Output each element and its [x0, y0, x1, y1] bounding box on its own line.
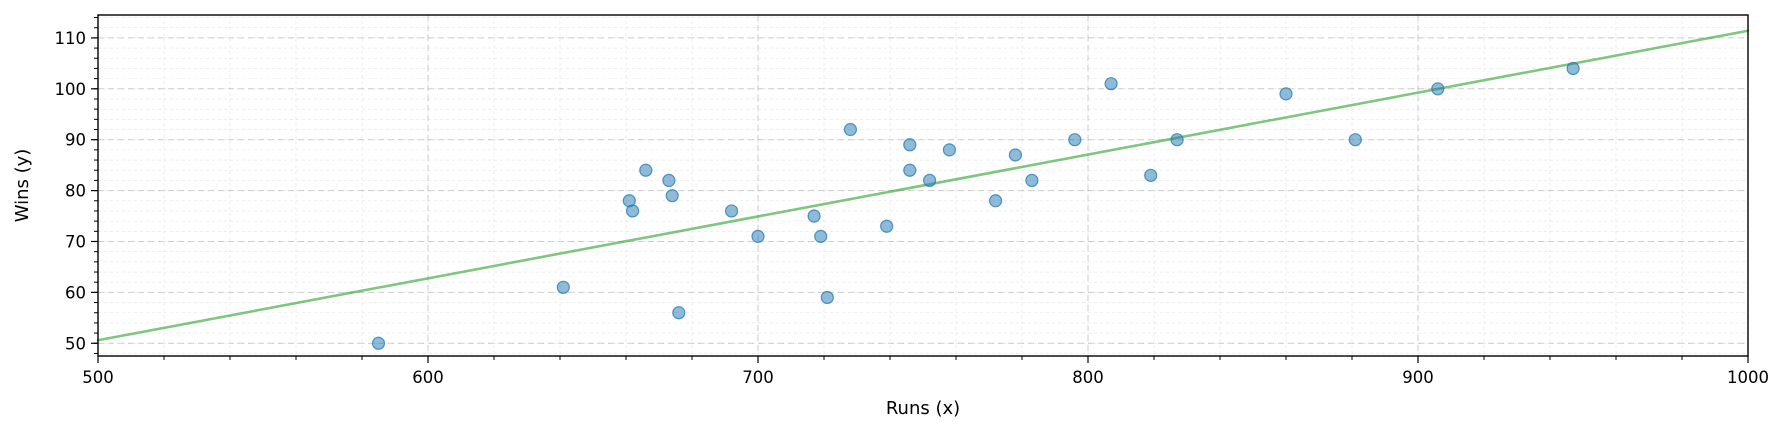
scatter-point — [922, 173, 937, 188]
scatter-point — [843, 122, 858, 137]
scatter-point — [820, 290, 834, 305]
scatter-point — [556, 280, 570, 294]
scatter-point — [1144, 168, 1158, 182]
scatter-point — [751, 229, 765, 243]
x-tick-label: 800 — [1072, 368, 1104, 387]
x-tick-label: 700 — [742, 368, 774, 387]
x-tick-label: 1000 — [1727, 368, 1769, 387]
scatter-point — [639, 163, 653, 177]
x-axis-label: Runs (x) — [886, 398, 960, 419]
y-axis-label: Wins (y) — [12, 149, 33, 223]
scatter-point — [672, 306, 686, 320]
scatter-point — [903, 138, 917, 152]
scatter-point — [625, 204, 640, 218]
scatter-point — [814, 229, 828, 243]
scatter-point — [1025, 173, 1039, 188]
axis-ticks: 500 600 700 800 900 1000 50 60 70 80 90 100 110 — [55, 17, 1769, 387]
scatter-point — [1431, 82, 1445, 96]
y-tick-label: 80 — [65, 182, 86, 201]
y-tick-label: 100 — [55, 80, 87, 99]
scatter-point — [724, 204, 739, 218]
y-tick-label: 50 — [65, 334, 86, 353]
scatter-point — [880, 219, 894, 233]
scatter-point — [1068, 133, 1082, 147]
x-tick-label: 500 — [82, 368, 114, 387]
scatter-point — [371, 336, 386, 350]
x-tick-label: 600 — [412, 368, 444, 387]
scatter-point — [988, 194, 1003, 208]
scatter-point — [1170, 133, 1184, 147]
scatter-point — [1566, 61, 1580, 76]
scatter-point — [665, 189, 679, 203]
fit-line — [96, 29, 1750, 342]
y-tick-label: 70 — [65, 232, 86, 251]
plot-frame — [97, 14, 1749, 357]
y-tick-label: 60 — [65, 283, 86, 302]
y-tick-label: 110 — [55, 29, 87, 48]
scatter-point — [662, 173, 676, 188]
scatter-point — [1279, 87, 1293, 101]
fit-line-group — [96, 29, 1750, 342]
scatter-point — [1008, 148, 1023, 162]
scatter-point — [942, 143, 957, 157]
major-grid — [97, 15, 1749, 356]
x-tick-label: 900 — [1402, 368, 1434, 387]
scatter-point — [807, 209, 821, 223]
scatter-point — [1348, 133, 1362, 147]
y-tick-label: 90 — [65, 131, 86, 150]
scatter-point — [903, 163, 917, 177]
scatter-point — [1104, 77, 1118, 91]
scatter-points — [371, 61, 1580, 350]
